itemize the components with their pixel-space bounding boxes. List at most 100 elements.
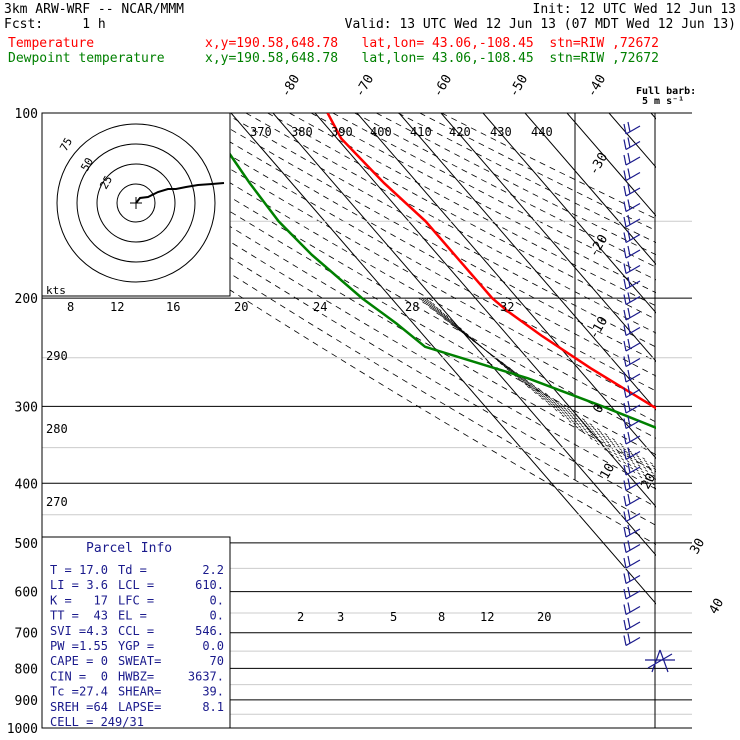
hodograph: 75 50 25 kts — [41, 112, 231, 297]
wind-barb-feather — [627, 292, 631, 303]
wind-barb — [623, 416, 641, 430]
wind-barb-feather — [623, 216, 627, 228]
wind-barb-staff — [625, 450, 641, 461]
model-title: 3km ARW-WRF -- NCAR/MMM — [4, 2, 185, 17]
wind-barb-feather — [623, 170, 627, 181]
wind-barb-feather — [627, 555, 631, 567]
parcel-info-value: 546. — [195, 624, 224, 638]
dry-adiabat — [310, 113, 656, 294]
pressure-tick-label: 400 — [15, 477, 38, 492]
wind-barb-feather — [623, 402, 627, 414]
isotherm-line — [650, 113, 656, 120]
wind-barb-staff — [625, 497, 641, 507]
parcel-info-value: 39. — [202, 685, 224, 699]
hodo-kts-label: kts — [46, 284, 66, 297]
theta-label: 430 — [490, 125, 512, 139]
isotherm-line — [482, 113, 656, 314]
mixing-ratio-label: 8 — [67, 300, 74, 314]
theta-label: 400 — [370, 125, 392, 139]
wind-barb — [623, 121, 641, 135]
parcel-info-value: 610. — [195, 578, 224, 592]
wind-barb-feather — [623, 464, 627, 476]
wind-barb — [623, 493, 641, 507]
wind-barb-feather — [623, 371, 627, 383]
surface-wind-symbol — [645, 649, 675, 673]
isotherm-label: -30 — [586, 150, 611, 178]
isotherm-label: -10 — [586, 314, 611, 342]
moist-adiabat — [418, 297, 656, 469]
wind-barb — [623, 617, 641, 631]
pressure-tick-label: 900 — [15, 694, 38, 709]
mixing-ratio-label: 16 — [166, 300, 180, 314]
wind-barb-staff — [625, 590, 641, 600]
parcel-info-key: HWBZ= — [118, 669, 154, 683]
wind-barb-staff — [625, 156, 641, 166]
wind-barb-staff — [625, 187, 641, 197]
parcel-info-value: 0. — [210, 593, 224, 607]
wind-barb-staff — [625, 481, 641, 492]
wind-barb-feather — [623, 573, 627, 584]
parcel-info-key: SHEAR= — [118, 685, 161, 699]
wind-barb-feather — [627, 431, 631, 443]
mixing-ratio-label: 32 — [500, 300, 514, 314]
wind-barb-feather — [627, 214, 631, 226]
parcel-info-value: 2.2 — [202, 563, 224, 577]
pressure-tick-label: 300 — [15, 400, 38, 415]
wind-barb — [623, 602, 641, 616]
wind-barb-feather — [627, 509, 631, 520]
dry-adiabat — [376, 113, 656, 256]
wind-barb-staff — [625, 171, 641, 182]
parcel-info-value: 17 — [94, 593, 108, 607]
parcel-info-key: CAPE = — [50, 654, 93, 668]
parcel-info-value: 0. — [210, 609, 224, 623]
wind-barb — [623, 633, 641, 647]
wind-barb — [623, 152, 641, 166]
wind-barb-feather — [623, 263, 627, 274]
isotherm-line — [314, 113, 656, 508]
parcel-info-key: SREH = — [50, 700, 93, 714]
wind-barb-feather — [627, 447, 631, 458]
wind-barb-feather — [623, 139, 627, 150]
mixing-ratio-label: 20 — [537, 610, 551, 624]
dewpoint-profile — [200, 113, 656, 430]
wind-barb — [623, 183, 641, 197]
wind-barb-feather — [627, 338, 631, 350]
wind-barb — [623, 276, 641, 290]
parcel-info-key: LCL = — [118, 578, 154, 592]
parcel-info-value: 0.0 — [202, 639, 224, 653]
wind-barb-staff — [625, 264, 641, 275]
isotherm-label: 30 — [687, 536, 708, 557]
wind-barb-staff — [625, 559, 641, 569]
wind-barb-feather — [623, 619, 627, 631]
mixing-ratio-label: 2 — [297, 610, 304, 624]
mixing-ratio-label: 28 — [405, 300, 419, 314]
dry-adiabat — [245, 113, 656, 334]
mixing-ratio-label: 5 — [390, 610, 397, 624]
wind-barb — [623, 478, 641, 492]
isotherm-line — [356, 113, 656, 460]
isotherm-label: -50 — [506, 72, 531, 100]
pressure-tick-label: 700 — [15, 627, 38, 642]
parcel-info-key: T = — [50, 563, 72, 577]
wind-barb-feather — [627, 571, 631, 582]
wind-barb-feather — [623, 325, 627, 336]
wind-barb — [623, 230, 641, 244]
pressure-tick-label: 800 — [15, 662, 38, 677]
wind-barb-feather — [623, 185, 627, 197]
wind-barb-feather — [623, 449, 627, 460]
wind-barb — [623, 261, 641, 275]
parcel-info-key: SWEAT= — [118, 654, 161, 668]
wind-barb-staff — [625, 202, 641, 213]
wind-barb-feather — [627, 416, 631, 427]
pressure-tick-label: 200 — [15, 292, 38, 307]
hodo-ring-label-75: 75 — [57, 136, 75, 154]
parcel-info-value: 3637. — [188, 669, 224, 683]
pressure-tick-label: 500 — [15, 537, 38, 552]
wind-barb — [623, 168, 641, 182]
wind-barb — [623, 462, 641, 476]
wind-barb — [623, 447, 641, 461]
isotherm-label: -60 — [430, 72, 455, 100]
wind-barb-staff — [625, 373, 641, 383]
wind-barb-feather — [623, 418, 627, 429]
